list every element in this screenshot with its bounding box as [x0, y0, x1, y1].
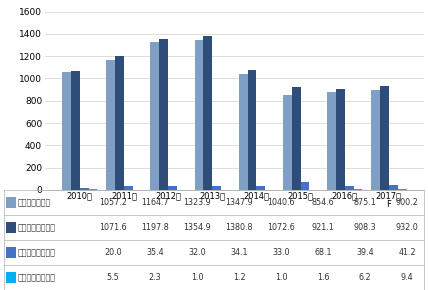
Bar	[6, 247, 16, 258]
Text: 900.2: 900.2	[395, 198, 419, 207]
Bar	[283, 95, 292, 190]
Bar	[62, 72, 71, 190]
Text: 白糖需求量：万吨: 白糖需求量：万吨	[18, 223, 56, 232]
Text: 5.5: 5.5	[107, 273, 119, 282]
Bar	[345, 186, 354, 190]
Text: 1164.7: 1164.7	[141, 198, 169, 207]
Bar	[71, 70, 80, 190]
Text: 35.4: 35.4	[146, 248, 164, 257]
Bar	[6, 272, 16, 283]
Bar	[195, 40, 203, 190]
Text: 20.0: 20.0	[104, 248, 122, 257]
Bar	[300, 182, 309, 190]
Text: 2.3: 2.3	[149, 273, 161, 282]
Text: 34.1: 34.1	[230, 248, 248, 257]
Text: 41.2: 41.2	[398, 248, 416, 257]
Bar	[80, 188, 89, 190]
Bar	[115, 57, 124, 190]
Bar	[371, 90, 380, 190]
Bar	[292, 87, 300, 190]
Text: 1.6: 1.6	[317, 273, 329, 282]
Bar	[398, 189, 407, 190]
Text: 6.2: 6.2	[359, 273, 372, 282]
Text: 白糖进口量：万吨: 白糖进口量：万吨	[18, 248, 56, 257]
Text: 白糖出口量：万吨: 白糖出口量：万吨	[18, 273, 56, 282]
Text: 白糖产量：万吨: 白糖产量：万吨	[18, 198, 51, 207]
Text: 33.0: 33.0	[272, 248, 290, 257]
Bar	[6, 197, 16, 208]
Bar	[380, 86, 389, 190]
Text: 1354.9: 1354.9	[183, 223, 211, 232]
Text: 1057.2: 1057.2	[99, 198, 127, 207]
Text: 932.0: 932.0	[395, 223, 419, 232]
Bar	[256, 186, 265, 190]
Text: 9.4: 9.4	[401, 273, 413, 282]
Bar	[168, 186, 177, 190]
Bar	[89, 189, 98, 190]
Bar	[327, 93, 336, 190]
Text: 1.2: 1.2	[233, 273, 245, 282]
Text: 854.6: 854.6	[312, 198, 334, 207]
Text: 908.3: 908.3	[354, 223, 376, 232]
Text: 1040.6: 1040.6	[267, 198, 295, 207]
Bar	[239, 74, 247, 190]
Text: 921.1: 921.1	[312, 223, 334, 232]
Text: 1197.8: 1197.8	[141, 223, 169, 232]
Bar	[354, 189, 363, 190]
Bar	[212, 186, 221, 190]
Text: 1380.8: 1380.8	[225, 223, 253, 232]
Text: 1347.9: 1347.9	[225, 198, 253, 207]
Bar	[106, 60, 115, 190]
Bar	[247, 70, 256, 190]
Text: 68.1: 68.1	[314, 248, 332, 257]
Bar	[336, 89, 345, 190]
Bar	[6, 222, 16, 233]
Bar	[151, 42, 159, 190]
Text: 1072.6: 1072.6	[267, 223, 295, 232]
Bar	[124, 186, 133, 190]
Text: 1323.9: 1323.9	[183, 198, 211, 207]
Text: 1071.6: 1071.6	[99, 223, 127, 232]
Text: 32.0: 32.0	[188, 248, 206, 257]
Text: 1.0: 1.0	[191, 273, 203, 282]
Bar	[203, 36, 212, 190]
Bar	[159, 39, 168, 190]
Bar	[389, 185, 398, 190]
Text: 39.4: 39.4	[356, 248, 374, 257]
Text: 1.0: 1.0	[275, 273, 287, 282]
Text: 875.1: 875.1	[354, 198, 376, 207]
